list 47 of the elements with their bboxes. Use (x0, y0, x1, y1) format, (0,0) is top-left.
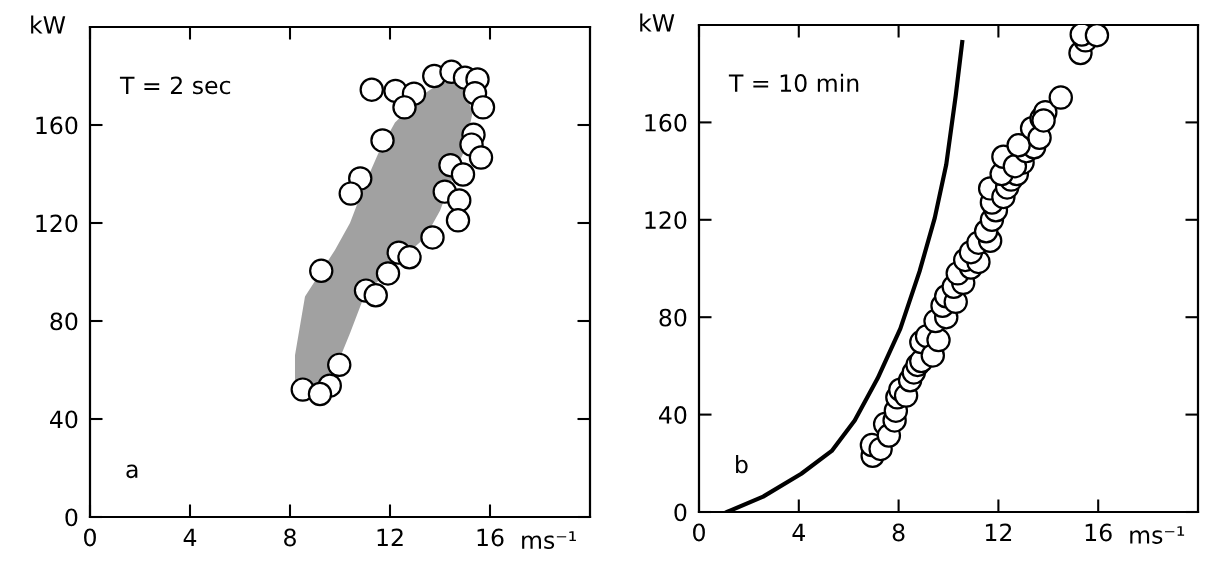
y-tick-label: 160 (36, 116, 78, 135)
annotation: T = 10 min (728, 73, 859, 92)
point (392, 95, 417, 120)
x-axis-title: ms⁻¹ (1130, 526, 1185, 544)
point (359, 77, 384, 102)
y-tick-label: 80 (50, 312, 78, 331)
point (420, 225, 445, 250)
y-tick-label: 0 (674, 503, 687, 522)
point (370, 128, 395, 153)
y-axis-title: kW (31, 15, 66, 34)
point (447, 188, 472, 213)
point (397, 245, 422, 270)
x-tick-label: 0 (693, 523, 705, 542)
x-tick-label: 8 (892, 523, 905, 542)
annotation: T = 2 sec (119, 76, 231, 95)
point (1006, 133, 1031, 158)
point (375, 261, 401, 286)
x-tick-label: 0 (84, 528, 96, 547)
x-tick-label: 12 (377, 528, 403, 547)
x-tick-label: 4 (183, 528, 197, 547)
y-tick-label: 120 (36, 214, 78, 233)
y-tick-label: 0 (65, 508, 78, 527)
point (1084, 25, 1110, 48)
y-tick-label: 40 (50, 410, 78, 429)
y-tick-label: 160 (645, 113, 687, 132)
x-tick-label: 4 (792, 523, 805, 542)
x-tick-label: 8 (284, 528, 296, 547)
y-tick-label: 80 (659, 308, 687, 327)
point (470, 95, 496, 120)
point (450, 162, 476, 187)
point (1048, 85, 1073, 110)
point (445, 208, 471, 233)
point (468, 145, 494, 170)
annotation: b (736, 455, 748, 474)
point (327, 352, 352, 378)
point (309, 258, 334, 283)
x-axis-title: ms⁻¹ (522, 531, 576, 549)
annotation: a (126, 464, 138, 479)
point (307, 381, 333, 407)
point (363, 283, 388, 308)
x-tick-label: 16 (1085, 523, 1112, 542)
x-tick-label: 16 (477, 528, 504, 547)
y-tick-label: 120 (645, 211, 687, 230)
y-tick-label: 40 (659, 406, 687, 424)
y-axis-title: kW (640, 13, 675, 32)
x-tick-label: 12 (985, 523, 1012, 542)
point (338, 181, 363, 206)
